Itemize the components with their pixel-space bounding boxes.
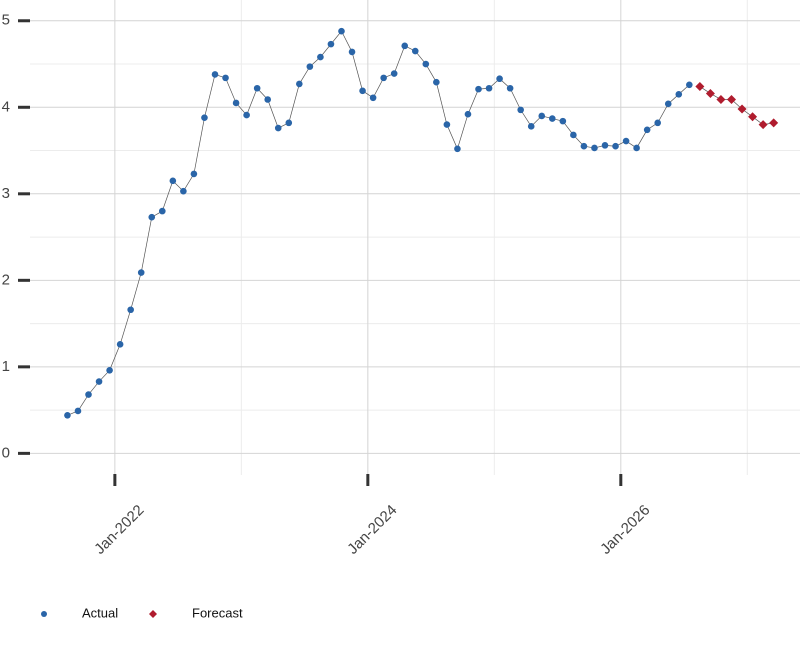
- plot: [64, 27, 779, 419]
- y-tick-label: 1: [2, 358, 10, 375]
- actual-point: [348, 48, 356, 56]
- actual-point: [496, 75, 503, 83]
- actual-point: [306, 63, 314, 70]
- actual-point: [664, 100, 672, 108]
- actual-point: [338, 27, 345, 35]
- actual-point: [506, 84, 514, 92]
- actual-point: [369, 94, 377, 102]
- actual-point: [180, 187, 187, 195]
- actual-point: [654, 119, 662, 127]
- actual-point: [95, 378, 103, 385]
- actual-point: [464, 110, 472, 118]
- actual-point: [601, 142, 609, 149]
- actual-point: [116, 341, 124, 348]
- actual-point: [538, 112, 546, 120]
- actual-point: [274, 124, 282, 132]
- actual-point: [686, 81, 693, 89]
- grid: [30, 0, 800, 475]
- actual-point: [222, 74, 229, 82]
- actual-point: [570, 131, 577, 139]
- actual-point: [475, 85, 482, 93]
- actual-point: [74, 407, 82, 415]
- actual-point: [411, 47, 419, 55]
- actual-point: [264, 96, 272, 103]
- actual-point: [675, 91, 683, 98]
- forecast-point: [695, 82, 705, 92]
- y-tick-label: 0: [2, 444, 10, 461]
- actual-point: [243, 111, 250, 119]
- legend-label: Actual: [82, 605, 118, 620]
- x-tick-label: Jan-2026: [597, 502, 653, 558]
- actual-point: [190, 170, 198, 178]
- forecast-point: [737, 104, 747, 114]
- actual-point: [137, 269, 145, 276]
- actual-point: [580, 142, 588, 150]
- actual-point: [232, 99, 240, 107]
- series-line: [67, 30, 690, 416]
- forecast-point: [769, 118, 779, 128]
- actual-point: [622, 137, 630, 145]
- actual-point: [591, 144, 598, 152]
- actual-point: [64, 412, 71, 419]
- actual-point: [433, 78, 440, 86]
- actual-point: [454, 145, 461, 153]
- actual-point: [485, 84, 493, 92]
- forecast-point: [705, 88, 715, 98]
- actual-point: [390, 70, 398, 77]
- actual-point: [106, 367, 113, 374]
- y-tick-label: 4: [2, 98, 10, 115]
- actual-point: [285, 119, 293, 127]
- actual-point: [148, 213, 156, 221]
- y-tick-label: 2: [2, 271, 10, 288]
- x-tick-label: Jan-2024: [344, 502, 400, 558]
- actual-point: [643, 126, 651, 134]
- y-tick-label: 3: [2, 185, 10, 202]
- y-tick-label: 5: [2, 12, 10, 29]
- actual-point: [169, 177, 177, 185]
- actual-point: [422, 60, 430, 68]
- x-tick-label: Jan-2022: [91, 502, 147, 558]
- actual-point: [327, 40, 335, 48]
- actual-point: [85, 391, 92, 398]
- legend-marker: [149, 610, 157, 618]
- forecast-point: [758, 120, 768, 130]
- actual-point: [201, 114, 208, 121]
- legend-label: Forecast: [192, 605, 243, 620]
- actual-point: [612, 142, 619, 150]
- actual-point: [317, 53, 324, 61]
- actual-point: [443, 121, 451, 128]
- actual-point: [548, 115, 556, 122]
- actual-point: [253, 84, 261, 92]
- actual-point: [527, 123, 535, 130]
- forecast-point: [748, 112, 758, 122]
- actual-point: [158, 207, 166, 215]
- actual-point: [517, 106, 524, 114]
- actual-point: [401, 42, 409, 50]
- actual-point: [633, 144, 640, 152]
- actual-point: [359, 87, 366, 95]
- actual-point: [559, 117, 567, 125]
- legend-marker: [41, 611, 47, 617]
- actual-point: [127, 306, 134, 314]
- forecast-point: [726, 94, 736, 104]
- actual-point: [380, 74, 387, 82]
- actual-point: [296, 80, 303, 88]
- forecast-point: [716, 94, 726, 104]
- actual-point: [211, 71, 219, 78]
